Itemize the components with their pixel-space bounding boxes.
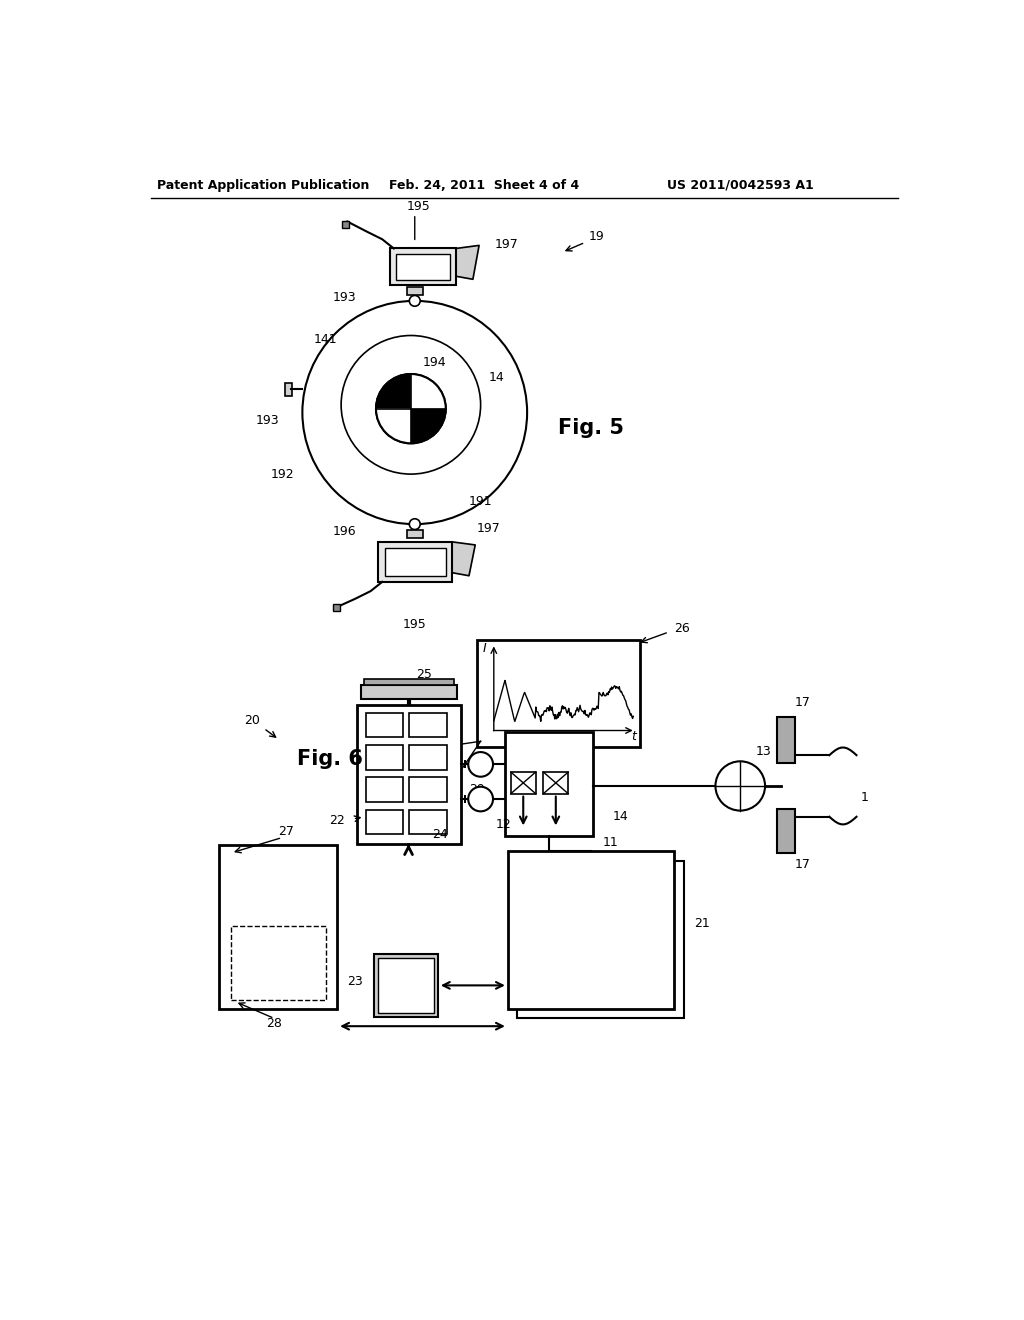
Text: 14: 14 [488, 371, 504, 384]
Text: Feb. 24, 2011  Sheet 4 of 4: Feb. 24, 2011 Sheet 4 of 4 [389, 178, 580, 191]
Text: 197: 197 [477, 521, 501, 535]
Wedge shape [411, 409, 445, 444]
Text: 21: 21 [693, 916, 710, 929]
Text: I: I [482, 643, 486, 656]
Bar [777, 717, 795, 763]
Text: 25: 25 [416, 668, 432, 681]
Text: 1: 1 [860, 791, 868, 804]
Bar [505, 733, 593, 836]
Bar [385, 548, 445, 576]
Text: 193: 193 [256, 413, 280, 426]
Text: 191: 191 [469, 495, 493, 508]
Text: 197: 197 [495, 238, 518, 251]
Bar [375, 954, 438, 1016]
Text: Patent Application Publication: Patent Application Publication [158, 178, 370, 191]
Text: 13: 13 [756, 744, 771, 758]
Circle shape [468, 787, 493, 812]
Bar [407, 286, 423, 294]
Bar [231, 927, 326, 1001]
Text: 195: 195 [402, 618, 427, 631]
Bar [365, 678, 454, 685]
Text: 20: 20 [244, 714, 260, 727]
Text: 23: 23 [347, 975, 362, 989]
Bar [477, 640, 640, 747]
Text: 12: 12 [496, 818, 512, 832]
Bar [777, 809, 795, 853]
Text: t: t [631, 730, 636, 743]
Bar [219, 845, 337, 1010]
Text: 27: 27 [279, 825, 294, 838]
Bar [366, 777, 403, 803]
Bar [378, 543, 452, 582]
Bar [544, 772, 568, 793]
Bar [333, 605, 340, 611]
Text: 22: 22 [330, 814, 345, 828]
Text: 17: 17 [795, 858, 810, 871]
Polygon shape [456, 246, 479, 280]
Text: 24: 24 [432, 828, 447, 841]
Text: 141: 141 [313, 333, 337, 346]
Wedge shape [376, 409, 411, 444]
Text: 192: 192 [271, 467, 295, 480]
Text: 26: 26 [675, 622, 690, 635]
Text: 193: 193 [333, 290, 356, 304]
Circle shape [410, 296, 420, 306]
Text: Fig. 5: Fig. 5 [558, 418, 624, 438]
Bar [356, 705, 461, 843]
Bar [366, 810, 403, 834]
Bar [378, 958, 434, 1014]
Text: 196: 196 [333, 525, 356, 539]
Bar [410, 777, 446, 803]
Polygon shape [452, 543, 475, 576]
Bar [410, 744, 446, 770]
Bar [396, 253, 450, 280]
Bar [410, 713, 446, 738]
Circle shape [468, 752, 493, 776]
Bar [407, 531, 423, 539]
Bar [511, 772, 536, 793]
Wedge shape [376, 374, 411, 409]
Bar [360, 685, 458, 700]
Bar [366, 713, 403, 738]
Bar [390, 248, 456, 285]
Text: 11: 11 [602, 836, 618, 849]
Text: US 2011/0042593 A1: US 2011/0042593 A1 [667, 178, 814, 191]
Bar [366, 744, 403, 770]
Bar [286, 383, 292, 396]
Bar [508, 851, 675, 1010]
Bar [517, 861, 684, 1019]
Text: 195: 195 [407, 199, 430, 213]
Bar [410, 810, 446, 834]
Bar [342, 220, 349, 227]
Text: 194: 194 [422, 356, 445, 370]
Text: Fig. 6: Fig. 6 [297, 748, 362, 770]
Wedge shape [411, 374, 445, 409]
Text: 14: 14 [612, 810, 628, 824]
Text: 17: 17 [795, 696, 810, 709]
Text: 19: 19 [589, 231, 605, 243]
Circle shape [376, 374, 445, 444]
Circle shape [410, 519, 420, 529]
Text: 28: 28 [266, 1016, 283, 1030]
Text: 29: 29 [469, 783, 484, 796]
